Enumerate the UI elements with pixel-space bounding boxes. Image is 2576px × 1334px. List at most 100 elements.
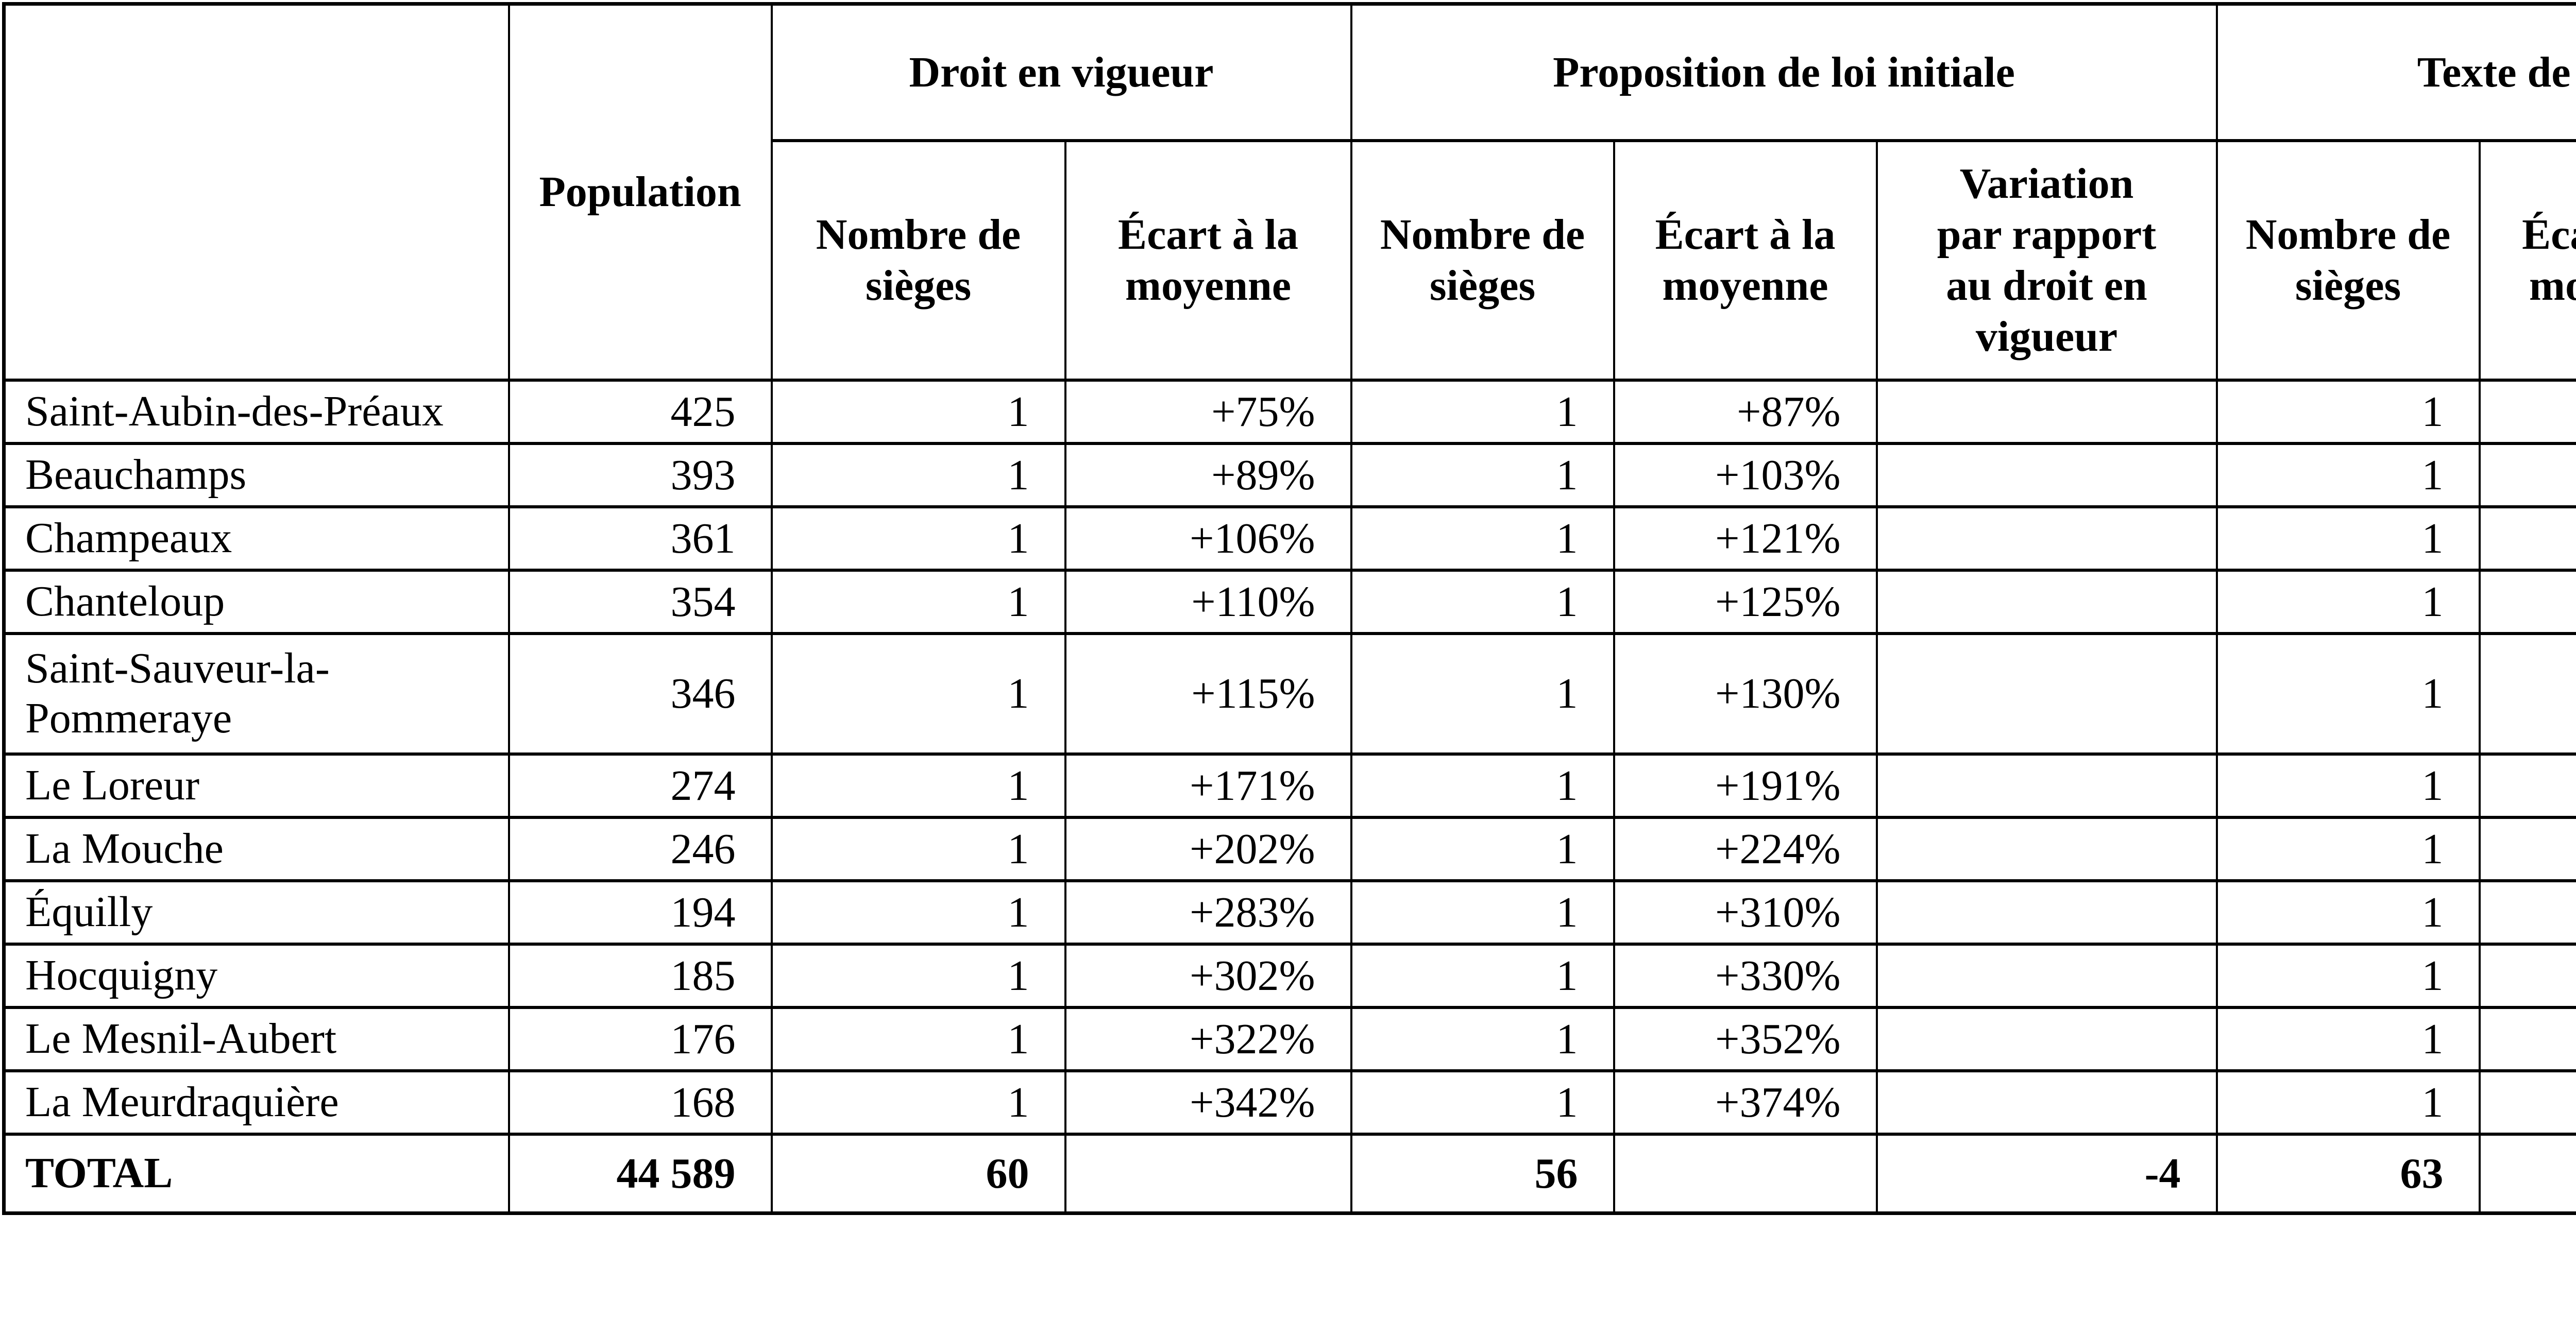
- pl-sieges-cell: 1: [1350, 378, 1615, 445]
- population-cell: 168: [507, 1069, 773, 1136]
- dv-ecart-cell: +202%: [1064, 815, 1352, 882]
- dv-ecart-cell: +89%: [1064, 441, 1352, 508]
- pl-sieges-cell: 1: [1350, 752, 1615, 819]
- dv-sieges-cell: 1: [770, 879, 1066, 946]
- commune-name-cell: Le Loreur: [3, 752, 510, 819]
- pl-ecart-cell: +87%: [1613, 378, 1878, 445]
- commune-name-cell: Le Mesnil-Aubert: [3, 1005, 510, 1072]
- population-cell: 393: [507, 441, 773, 508]
- pl-sieges-cell: 1: [1350, 815, 1615, 882]
- table-row: Chanteloup 354 1 +110% 1 +125% 1 +100%: [3, 568, 2576, 635]
- tc-sieges-cell: 1: [2215, 441, 2481, 508]
- dv-sieges-cell: 1: [770, 942, 1066, 1009]
- pl-variation-cell: [1875, 505, 2218, 572]
- dv-ecart-cell: +171%: [1064, 752, 1352, 819]
- dv-ecart-cell: +115%: [1064, 631, 1352, 756]
- header-tc-nombre-sieges: Nombre de sièges: [2215, 139, 2481, 382]
- dv-sieges-cell: 1: [770, 505, 1066, 572]
- dv-sieges-cell: 1: [770, 815, 1066, 882]
- tc-sieges-cell: 1: [2215, 879, 2481, 946]
- dv-ecart-cell: +283%: [1064, 879, 1352, 946]
- total-dv-sieges-cell: 60: [770, 1132, 1066, 1215]
- table-row: Le Loreur 274 1 +171% 1 +191% 1 +158%: [3, 752, 2576, 819]
- table-row: La Mouche 246 1 +202% 1 +224% 1 +188%: [3, 815, 2576, 882]
- commune-name-cell: Chanteloup: [3, 568, 510, 635]
- total-pl-sieges-cell: 56: [1350, 1132, 1615, 1215]
- header-pl-nombre-sieges: Nombre de sièges: [1350, 139, 1615, 382]
- total-row: TOTAL 44 589 60 56 -4 63 3: [3, 1132, 2576, 1215]
- group-header-row: Population Droit en vigueur Proposition …: [3, 2, 2576, 382]
- dv-sieges-cell: 1: [770, 1069, 1066, 1136]
- pl-ecart-cell: +130%: [1613, 631, 1878, 756]
- tc-sieges-cell: 1: [2215, 505, 2481, 572]
- header-population: Population: [507, 2, 773, 382]
- total-population-cell: 44 589: [507, 1132, 773, 1215]
- pl-ecart-cell: +352%: [1613, 1005, 1878, 1072]
- header-tc-ecart-moyenne: Écart à la moyenne: [2478, 139, 2576, 382]
- pl-variation-cell: [1875, 441, 2218, 508]
- pl-sieges-cell: 1: [1350, 942, 1615, 1009]
- pl-sieges-cell: 1: [1350, 505, 1615, 572]
- pl-ecart-cell: +191%: [1613, 752, 1878, 819]
- header-dv-nombre-sieges: Nombre de sièges: [770, 139, 1066, 382]
- total-label-cell: TOTAL: [3, 1132, 510, 1215]
- table-row: Beauchamps 393 1 +89% 1 +103% 1 +80%: [3, 441, 2576, 508]
- table-row: Saint-Sauveur-la-Pommeraye 346 1 +115% 1…: [3, 631, 2576, 756]
- pl-sieges-cell: 1: [1350, 879, 1615, 946]
- table-row: Saint-Aubin-des-Préaux 425 1 +75% 1 +87%…: [3, 378, 2576, 445]
- population-cell: 361: [507, 505, 773, 572]
- table-row: Équilly 194 1 +283% 1 +310% 1 +265%: [3, 879, 2576, 946]
- header-group-droit-en-vigueur: Droit en vigueur: [770, 2, 1352, 142]
- tc-sieges-cell: 1: [2215, 1005, 2481, 1072]
- header-pl-variation: Variation par rapport au droit en vigueu…: [1875, 139, 2218, 382]
- tc-sieges-cell: 1: [2215, 752, 2481, 819]
- header-group-texte-commission: Texte de la commission: [2215, 2, 2576, 142]
- pl-ecart-cell: +310%: [1613, 879, 1878, 946]
- pl-ecart-cell: +103%: [1613, 441, 1878, 508]
- dv-sieges-cell: 1: [770, 752, 1066, 819]
- tc-ecart-cell: +265%: [2478, 879, 2576, 946]
- table-row: Champeaux 361 1 +106% 1 +121% 1 +96%: [3, 505, 2576, 572]
- pl-ecart-cell: +121%: [1613, 505, 1878, 572]
- commune-name-cell: Champeaux: [3, 505, 510, 572]
- tc-sieges-cell: 1: [2215, 815, 2481, 882]
- total-tc-ecart-cell: [2478, 1132, 2576, 1215]
- tc-sieges-cell: 1: [2215, 631, 2481, 756]
- header-pl-ecart-moyenne: Écart à la moyenne: [1613, 139, 1878, 382]
- pl-variation-cell: [1875, 1005, 2218, 1072]
- pl-ecart-cell: +224%: [1613, 815, 1878, 882]
- pl-variation-cell: [1875, 1069, 2218, 1136]
- dv-sieges-cell: 1: [770, 568, 1066, 635]
- tc-ecart-cell: +283%: [2478, 942, 2576, 1009]
- population-cell: 274: [507, 752, 773, 819]
- dv-ecart-cell: +322%: [1064, 1005, 1352, 1072]
- table-row: Hocquigny 185 1 +302% 1 +330% 1 +283%: [3, 942, 2576, 1009]
- tc-sieges-cell: 1: [2215, 1069, 2481, 1136]
- commune-name-cell: La Mouche: [3, 815, 510, 882]
- pl-variation-cell: [1875, 378, 2218, 445]
- tc-ecart-cell: +158%: [2478, 752, 2576, 819]
- pl-sieges-cell: 1: [1350, 568, 1615, 635]
- commune-name-cell: Saint-Sauveur-la-Pommeraye: [3, 631, 510, 756]
- pl-variation-cell: [1875, 568, 2218, 635]
- pl-sieges-cell: 1: [1350, 1069, 1615, 1136]
- commune-name-cell: Beauchamps: [3, 441, 510, 508]
- pl-sieges-cell: 1: [1350, 1005, 1615, 1072]
- dv-ecart-cell: +106%: [1064, 505, 1352, 572]
- seat-apportionment-table: Population Droit en vigueur Proposition …: [2, 2, 2576, 1215]
- total-pl-variation-cell: -4: [1875, 1132, 2218, 1215]
- population-cell: 185: [507, 942, 773, 1009]
- tc-sieges-cell: 1: [2215, 568, 2481, 635]
- total-pl-ecart-cell: [1613, 1132, 1878, 1215]
- total-dv-ecart-cell: [1064, 1132, 1352, 1215]
- pl-ecart-cell: +330%: [1613, 942, 1878, 1009]
- table-row: La Meurdraquière 168 1 +342% 1 +374% 1 +…: [3, 1069, 2576, 1136]
- pl-sieges-cell: 1: [1350, 441, 1615, 508]
- population-cell: 246: [507, 815, 773, 882]
- dv-sieges-cell: 1: [770, 378, 1066, 445]
- commune-name-cell: Hocquigny: [3, 942, 510, 1009]
- tc-ecart-cell: +80%: [2478, 441, 2576, 508]
- tc-ecart-cell: +100%: [2478, 568, 2576, 635]
- population-cell: 194: [507, 879, 773, 946]
- population-cell: 346: [507, 631, 773, 756]
